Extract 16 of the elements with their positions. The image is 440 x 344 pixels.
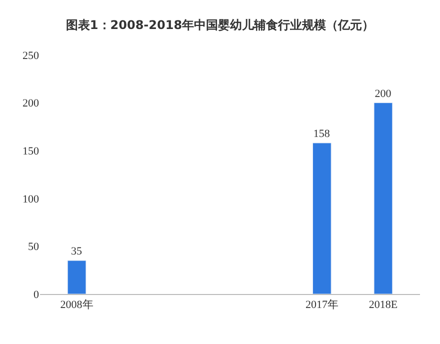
x-tick-label: 2008年 [60,299,94,312]
x-tick-label: 2017年 [305,299,338,312]
y-tick-label: 100 [22,193,40,206]
y-tick-label: 50 [28,241,40,254]
bar [312,142,332,294]
y-tick-label: 150 [22,145,40,158]
bar [67,260,86,294]
bar [374,102,393,294]
chart-title: 图表1：2008-2018年中国婴幼儿辅食行业规模（亿元） [66,18,374,32]
data-label: 158 [313,128,330,140]
y-tick-label: 200 [22,98,40,110]
y-tick-label: 0 [34,288,40,301]
x-tick-label: 2018E [368,299,398,312]
data-label: 200 [374,88,392,100]
data-label: 35 [71,246,83,258]
y-tick-label: 250 [22,50,40,62]
